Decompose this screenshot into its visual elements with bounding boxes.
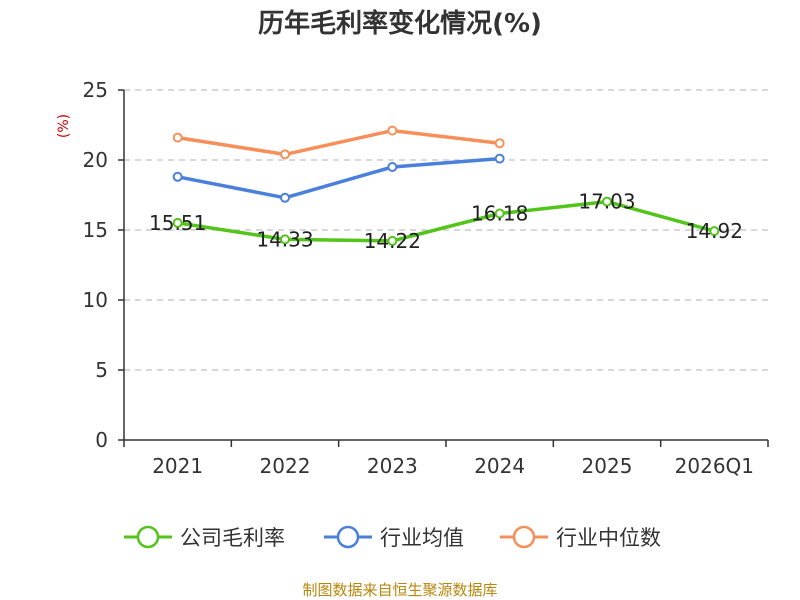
data-label-3: 16.18 (471, 201, 528, 225)
data-label-5: 14.92 (686, 219, 743, 243)
series-1-point-3 (494, 153, 505, 164)
series-lines (172, 125, 720, 246)
legend-item-0[interactable]: 公司毛利率 (124, 525, 285, 550)
series-1-point-0 (172, 171, 183, 182)
data-label-4: 17.03 (578, 190, 635, 214)
series-2-point-3 (494, 138, 505, 149)
legend: 公司毛利率 行业均值 行业中位数 (124, 525, 661, 550)
y-tick-label-0: 0 (95, 428, 108, 452)
data-label-2: 14.22 (364, 229, 421, 253)
data-labels: 15.51 14.33 14.22 16.18 17.03 14.92 (149, 190, 743, 253)
grid-lines (124, 89, 768, 371)
chart-title: 历年毛利率变化情况(%) (258, 8, 542, 39)
data-label-1: 14.33 (256, 227, 313, 251)
legend-marker-1 (336, 525, 360, 549)
x-tick-label-2025: 2025 (582, 454, 633, 478)
x-tick-label-2024: 2024 (474, 454, 525, 478)
x-tick-label-2022: 2022 (260, 454, 311, 478)
y-tick-label-5: 5 (95, 358, 108, 382)
series-0-point-4 (602, 196, 612, 207)
legend-label-1: 行业均值 (380, 526, 464, 550)
series-line-0 (177, 199, 715, 243)
y-axis-unit-label: (%) (56, 114, 72, 138)
legend-marker-2 (512, 525, 536, 549)
series-line-2 (177, 128, 500, 157)
legend-marker-0 (136, 525, 160, 549)
series-2-point-2 (387, 125, 398, 136)
series-0-point-2 (387, 235, 398, 246)
legend-label-0: 公司毛利率 (180, 526, 285, 550)
y-tick-label-10: 10 (83, 288, 108, 312)
x-tick-label-2023: 2023 (367, 454, 418, 478)
y-tick-label-20: 20 (83, 148, 108, 172)
y-tick-label-25: 25 (83, 78, 108, 102)
legend-label-2: 行业中位数 (556, 526, 661, 550)
x-tick-label-2021: 2021 (152, 454, 203, 478)
series-line-1 (177, 156, 500, 200)
series-0-point-5 (709, 226, 720, 237)
y-tick-label-15: 15 (83, 218, 108, 242)
data-label-0: 15.51 (149, 211, 206, 235)
legend-item-1[interactable]: 行业均值 (324, 525, 464, 550)
legend-item-2[interactable]: 行业中位数 (500, 525, 661, 550)
series-2-point-0 (172, 132, 183, 143)
source-note: 制图数据来自恒生聚源数据库 (302, 581, 497, 599)
series-0-point-3 (494, 208, 505, 219)
series-0-point-0 (172, 217, 183, 228)
series-2-point-1 (280, 149, 290, 160)
x-tick-label-2026Q1: 2026Q1 (675, 454, 754, 478)
series-1-point-2 (387, 162, 398, 172)
series-0-point-1 (280, 234, 290, 245)
series-1-point-1 (280, 192, 290, 203)
